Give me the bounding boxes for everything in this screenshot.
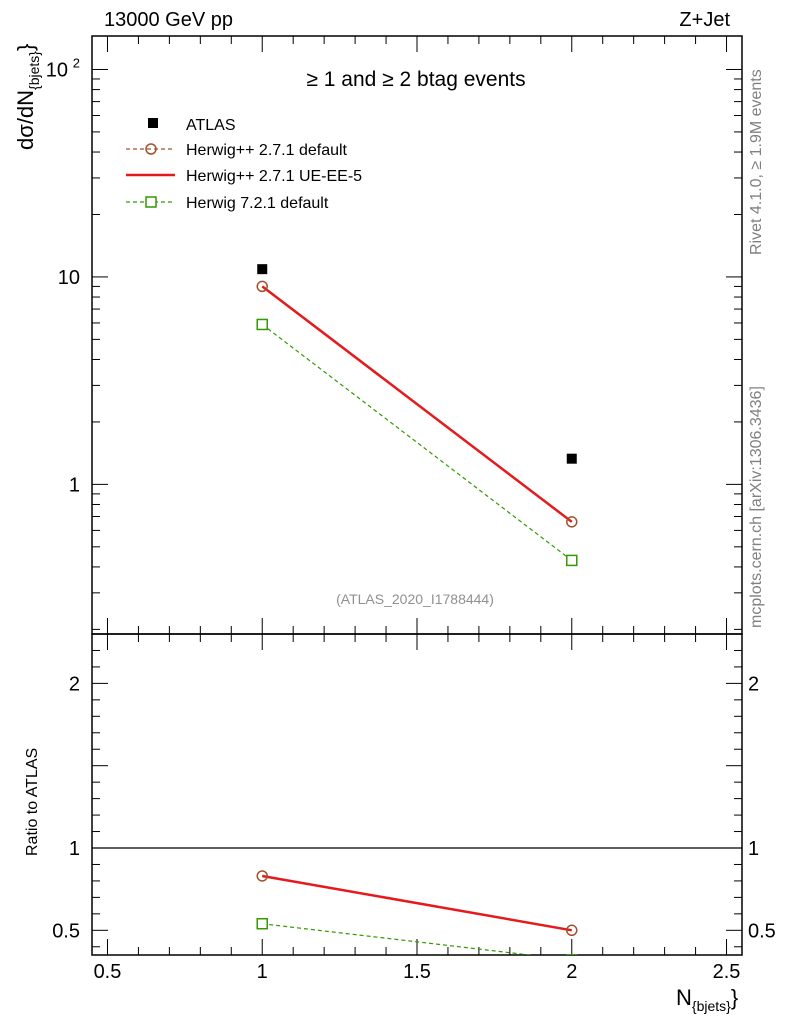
main-y-tick-100-base: 10 [46,59,68,81]
ratio-line-herwig-7-2-1-default [262,923,535,955]
data-point-herwig-2-7-1-default [256,280,268,293]
plot-title: ≥ 1 and ≥ 2 btag events [306,68,525,91]
series-line-herwig-7-2-1-default [261,323,573,561]
x-axis-ticks [106,36,728,955]
series-line-herwig-2-7-1-ue-ee-5 [261,285,573,523]
ratio-y-tick-label-1-left: 1 [69,838,80,860]
legend-herwigpp-default-marker [145,143,157,155]
legend-herwig7-marker [145,196,157,208]
ratio-panel-frame [91,633,743,956]
x-tick-label-1.5: 1.5 [403,961,431,983]
main-y-axis-title-main: dσ/dN [13,90,38,150]
legend-label-herwigpp-ueee5: Herwig++ 2.7.1 UE-EE-5 [186,168,362,185]
analysis-id-label: (ATLAS_2020_I1788444) [336,591,494,607]
x-axis-title-brace: } [731,985,738,1010]
ratio-point-herwig-2-7-1-default [566,924,578,937]
ratio-point-herwig-7-2-1-default [566,954,578,955]
data-point-atlas [257,264,268,275]
data-point-atlas [566,453,577,464]
main-y-tick-label-10: 10 [58,267,80,289]
ratio-series-marks [256,870,578,955]
process-label: Z+Jet [679,9,730,31]
data-point-herwig-7-2-1-default [256,318,268,331]
ratio-point-herwig-7-2-1-default [256,917,268,930]
ratio-point-herwig-2-7-1-default [256,870,268,882]
legend: ATLAS Herwig++ 2.7.1 default Herwig++ 2.… [126,117,362,212]
main-y-tick-label-100: 10 [46,59,68,81]
ratio-y-tick-label-2-left: 2 [69,673,80,695]
main-y-tick-label-1: 1 [69,474,80,496]
x-axis-title-sub: {bjets} [692,998,731,1014]
ratio-y-axis-title: Ratio to ATLAS [24,748,41,856]
x-axis-title-main: N [676,985,692,1010]
energy-label: 13000 GeV pp [104,9,233,31]
main-y-axis-title-sub: {bjets} [26,51,42,90]
ratio-y-tick-label-0.5-left: 0.5 [52,920,80,942]
main-y-axis-title: dσ/dN{bjets}} [13,44,42,150]
ratio-y-tick-label-0.5-right: 0.5 [748,920,776,942]
main-axis-ticks [92,68,742,630]
x-tick-label-1: 1 [257,961,268,983]
main-series-marks [256,264,578,567]
rivet-version-label: Rivet 4.1.0, ≥ 1.9M events [748,69,765,255]
legend-label-atlas: ATLAS [186,117,236,134]
ratio-y-tick-label-2-right: 2 [748,673,759,695]
ratio-line-herwig-2-7-1-ue-ee-5 [262,874,572,932]
x-tick-label-0.5: 0.5 [94,961,122,983]
x-tick-label-2.5: 2.5 [713,961,741,983]
main-y-axis-title-brace: } [13,44,38,51]
legend-atlas-marker [148,118,158,128]
data-point-herwig-2-7-1-default [566,516,578,528]
x-tick-label-2: 2 [566,961,577,983]
main-y-tick-100-exponent: 2 [73,55,80,70]
mcplots-label: mcplots.cern.ch [arXiv:1306.3436] [748,386,765,628]
legend-label-herwig7: Herwig 7.2.1 default [186,195,329,212]
data-point-herwig-7-2-1-default [566,554,578,567]
x-axis-title: N{bjets}} [676,985,738,1014]
legend-label-herwigpp-default: Herwig++ 2.7.1 default [186,142,348,159]
ratio-y-tick-label-1-right: 1 [748,838,759,860]
